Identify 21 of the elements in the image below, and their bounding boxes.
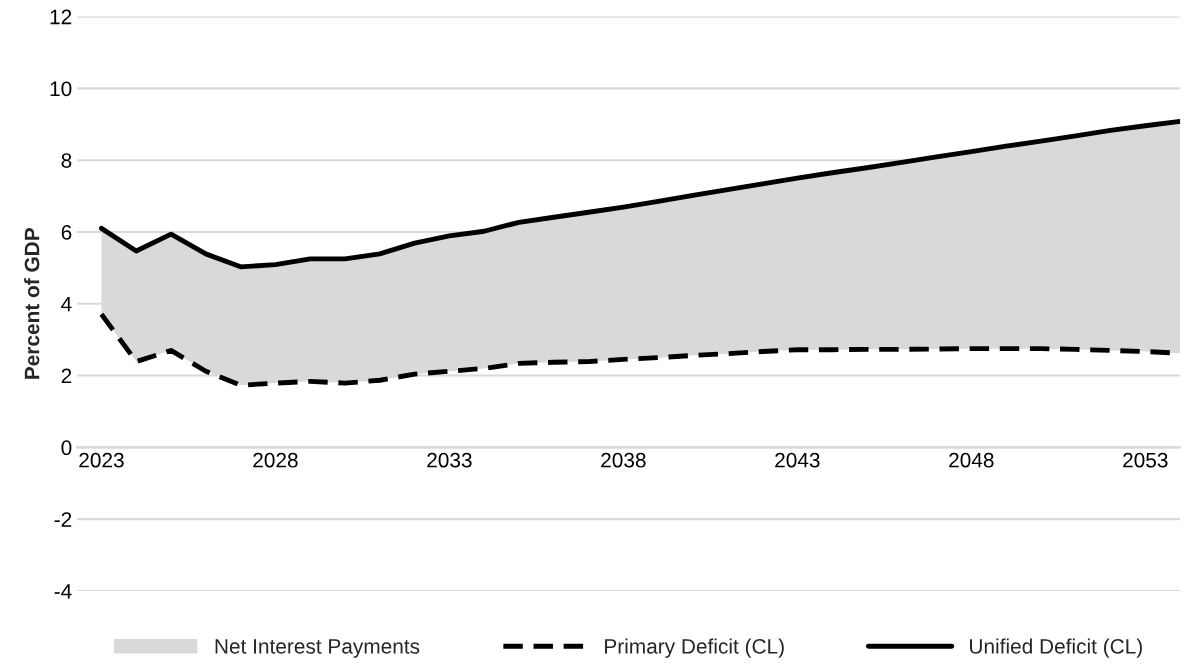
legend-label: Unified Deficit (CL): [970, 638, 1142, 658]
y-tick-label: 4: [61, 297, 72, 312]
x-tick-label: 2038: [601, 452, 646, 468]
x-tick-label: 2053: [1123, 452, 1168, 468]
x-tick-label: 2043: [775, 452, 820, 468]
x-tick-label: 2048: [949, 452, 994, 468]
y-axis-title: Percent of GDP: [24, 228, 40, 379]
y-tick-label: -4: [54, 584, 72, 599]
legend-label: Net Interest Payments: [215, 639, 420, 658]
legend-label: Primary Deficit (CL): [605, 638, 784, 658]
y-tick-label: 12: [50, 9, 72, 25]
y-tick-label: -2: [54, 512, 72, 527]
x-tick-label: 2028: [253, 452, 298, 468]
y-tick-label: 2: [61, 368, 72, 384]
x-tick-label: 2033: [427, 452, 472, 468]
y-tick-label: 8: [61, 153, 72, 168]
y-tick-label: 6: [61, 224, 72, 240]
y-tick-label: 0: [61, 440, 72, 456]
line-series: [99, 118, 1181, 270]
x-tick-label: 2023: [79, 452, 124, 468]
y-tick-label: 10: [50, 81, 72, 97]
